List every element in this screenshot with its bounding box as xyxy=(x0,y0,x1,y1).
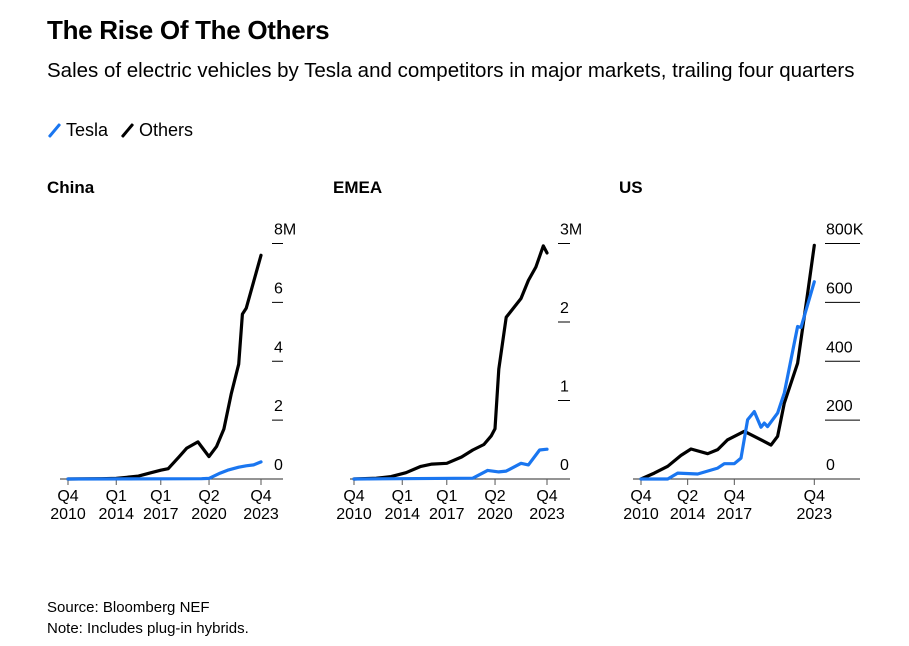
panel-china: China02468MQ42010Q12014Q12017Q22020Q4202… xyxy=(47,178,296,523)
y-tick-label: 2 xyxy=(274,398,283,415)
panel-title: US xyxy=(619,178,643,197)
y-tick-label: 200 xyxy=(826,398,853,415)
legend-item-others: Others xyxy=(120,120,193,141)
panel-title: EMEA xyxy=(333,178,382,197)
panel-title: China xyxy=(47,178,95,197)
x-tick-label: 2017 xyxy=(717,506,753,523)
x-tick-label: Q1 xyxy=(436,488,457,505)
series-line-others xyxy=(66,253,263,481)
x-tick-label: Q1 xyxy=(150,488,171,505)
x-tick-label: 2020 xyxy=(477,506,513,523)
y-tick-label: 400 xyxy=(826,339,853,356)
x-tick-label: Q4 xyxy=(724,488,745,505)
x-tick-label: Q2 xyxy=(677,488,698,505)
x-tick-label: Q2 xyxy=(484,488,505,505)
y-tick-label: 800K xyxy=(826,222,864,239)
x-tick-label: Q4 xyxy=(57,488,78,505)
x-tick-label: 2023 xyxy=(797,506,833,523)
series-line-others xyxy=(639,243,816,481)
x-tick-label: 2014 xyxy=(384,506,420,523)
x-tick-label: 2014 xyxy=(670,506,706,523)
y-tick-label: 0 xyxy=(560,457,569,474)
legend-label-others: Others xyxy=(139,120,194,140)
series-line-tesla xyxy=(66,460,263,481)
figure-subtitle: Sales of electric vehicles by Tesla and … xyxy=(47,59,855,82)
legend-label-tesla: Tesla xyxy=(66,120,109,140)
x-tick-label: 2010 xyxy=(50,506,86,523)
x-tick-label: Q4 xyxy=(343,488,364,505)
x-tick-label: Q4 xyxy=(804,488,825,505)
source-note: Source: Bloomberg NEF xyxy=(47,599,210,616)
legend-item-tesla: Tesla xyxy=(47,120,108,141)
figure-title: The Rise Of The Others xyxy=(47,15,330,45)
y-tick-label: 0 xyxy=(274,457,283,474)
x-tick-label: 2010 xyxy=(336,506,372,523)
x-tick-label: 2023 xyxy=(243,506,279,523)
y-tick-label: 3M xyxy=(560,222,582,239)
x-tick-label: 2010 xyxy=(623,506,659,523)
series-line-tesla xyxy=(352,447,549,481)
series-line-tesla xyxy=(639,280,816,481)
x-tick-label: Q4 xyxy=(250,488,271,505)
y-tick-label: 6 xyxy=(274,280,283,297)
y-tick-label: 1 xyxy=(560,379,569,396)
footnote: Note: Includes plug-in hybrids. xyxy=(47,620,249,637)
footer: Source: Bloomberg NEF Note: Includes plu… xyxy=(47,597,249,639)
series-line-others xyxy=(352,244,549,481)
x-tick-label: 2023 xyxy=(529,506,565,523)
y-tick-label: 2 xyxy=(560,300,569,317)
x-tick-label: 2017 xyxy=(143,506,179,523)
y-tick-label: 600 xyxy=(826,280,853,297)
x-tick-label: Q4 xyxy=(630,488,651,505)
x-tick-label: Q4 xyxy=(536,488,557,505)
x-tick-label: Q1 xyxy=(392,488,413,505)
y-tick-label: 8M xyxy=(274,222,296,239)
x-tick-label: Q1 xyxy=(106,488,127,505)
x-tick-label: 2020 xyxy=(191,506,227,523)
legend: Tesla Others xyxy=(47,120,205,141)
x-tick-label: Q2 xyxy=(198,488,219,505)
y-tick-label: 0 xyxy=(826,457,835,474)
x-tick-label: 2014 xyxy=(98,506,134,523)
y-tick-label: 4 xyxy=(274,339,283,356)
x-tick-label: 2017 xyxy=(429,506,465,523)
